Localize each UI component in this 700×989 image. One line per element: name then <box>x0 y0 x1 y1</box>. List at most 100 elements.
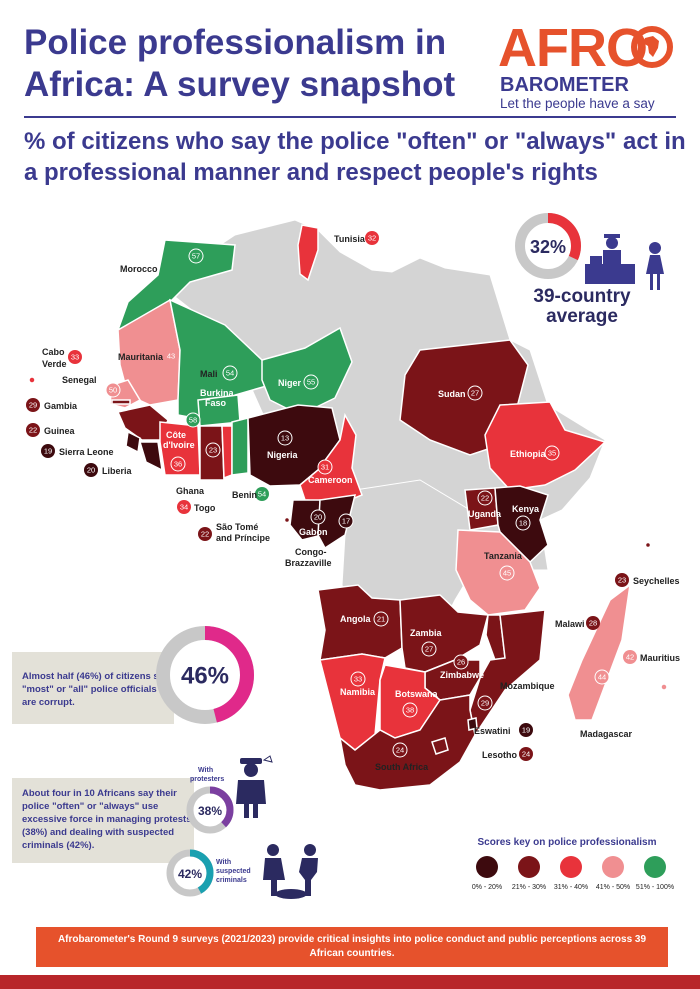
label-niger: Niger <box>278 378 302 388</box>
label-guinea: Guinea <box>44 426 76 436</box>
marker-eswatini: 19 <box>519 723 533 737</box>
svg-text:29: 29 <box>481 699 489 708</box>
marker-cabo-verde: 33 <box>68 350 82 364</box>
key-label-51-100: 51% - 100% <box>635 884 675 891</box>
country-labels: Tunisia Morocco Mauritania Mali Niger Ca… <box>42 234 680 772</box>
average-donut: 32% 39-country average <box>515 213 631 327</box>
footer-banner-text: Afrobarometer's Round 9 surveys (2021/20… <box>57 934 647 959</box>
marker-nigeria: 13 <box>277 430 293 446</box>
label-sierra-leone: Sierra Leone <box>59 447 114 457</box>
label-cabo: Cabo <box>42 347 65 357</box>
svg-text:20: 20 <box>314 513 322 522</box>
marker-seychelles: 23 <box>615 573 629 587</box>
country-liberia <box>138 441 163 472</box>
marker-benin: 54 <box>255 487 269 501</box>
label-kenya: Kenya <box>512 504 540 514</box>
marker-kenya: 18 <box>515 515 531 531</box>
corruption-value: 46% <box>181 663 229 690</box>
svg-text:22: 22 <box>29 426 37 435</box>
svg-text:50: 50 <box>109 386 117 395</box>
police-officer-icon <box>236 755 273 818</box>
label-congo: Congo- <box>295 547 327 557</box>
score-countries <box>28 224 668 790</box>
label-principe: and Príncipe <box>216 533 270 543</box>
country-mauritius <box>660 683 668 691</box>
svg-text:29: 29 <box>29 401 37 410</box>
label-mali: Mali <box>200 369 218 379</box>
marker-ghana: 23 <box>205 442 221 458</box>
label-madagascar: Madagascar <box>580 729 633 739</box>
label-mauritania: Mauritania <box>118 352 164 362</box>
key-swatch-51-100 <box>644 856 666 878</box>
africa-map: 32 57 43 54 55 33 50 29 22 19 20 36 58 2… <box>26 213 680 790</box>
svg-text:54: 54 <box>226 369 234 378</box>
label-uganda: Uganda <box>468 509 502 519</box>
header-divider <box>24 116 676 118</box>
marker-mauritius: 42 <box>623 650 637 664</box>
protesters-donut: 38% <box>186 786 234 834</box>
country-cabo-verde <box>28 376 36 384</box>
protesters-donut-arc <box>186 786 234 834</box>
country-seychelles <box>644 541 652 549</box>
svg-text:45: 45 <box>503 569 511 578</box>
country-ethiopia <box>484 401 607 491</box>
label-nigeria: Nigeria <box>267 450 299 460</box>
excessive-force-text: About four in 10 Africans say their poli… <box>22 788 192 851</box>
label-gambia: Gambia <box>44 401 78 411</box>
svg-text:43: 43 <box>167 352 175 361</box>
marker-congo: 17 <box>338 513 354 529</box>
label-liberia: Liberia <box>102 466 133 476</box>
label-brazzaville: Brazzaville <box>285 558 332 568</box>
country-sierra-leone <box>125 430 141 454</box>
marker-zimbabwe: 26 <box>453 654 469 670</box>
svg-text:17: 17 <box>342 517 350 526</box>
page-subtitle: % of citizens who say the police "often"… <box>24 128 686 186</box>
protesters-label: With protesters <box>190 767 225 783</box>
svg-text:31: 31 <box>321 463 329 472</box>
svg-text:34: 34 <box>180 503 188 512</box>
label-senegal: Senegal <box>62 375 97 385</box>
label-zambia: Zambia <box>410 628 443 638</box>
country-sao-tome <box>283 516 291 524</box>
svg-text:36: 36 <box>174 460 182 469</box>
average-label-line1: 39-country <box>533 286 631 307</box>
criminals-value: 42% <box>178 867 202 881</box>
label-ghana: Ghana <box>176 486 205 496</box>
key-swatch-0-20 <box>476 856 498 878</box>
label-faso: Faso <box>205 398 227 408</box>
label-gabon: Gabon <box>299 527 328 537</box>
average-value: 32% <box>530 237 566 257</box>
svg-text:24: 24 <box>522 750 530 759</box>
svg-text:19: 19 <box>522 726 530 735</box>
svg-text:24: 24 <box>396 746 404 755</box>
svg-text:38: 38 <box>406 706 414 715</box>
country-togo <box>221 425 233 480</box>
marker-guinea: 22 <box>26 423 40 437</box>
svg-text:32: 32 <box>368 234 376 243</box>
marker-sierra-leone: 19 <box>41 444 55 458</box>
label-mozambique: Mozambique <box>500 681 555 691</box>
criminals-donut-arc <box>166 849 214 897</box>
label-benin: Benin <box>232 490 257 500</box>
svg-text:55: 55 <box>307 378 315 387</box>
key-swatch-21-30 <box>518 856 540 878</box>
label-lesotho: Lesotho <box>482 750 518 760</box>
marker-namibia: 33 <box>350 671 366 687</box>
key-label-41-50: 41% - 50% <box>595 884 631 891</box>
marker-cameroon: 31 <box>317 459 333 475</box>
marker-tunisia: 32 <box>365 231 379 245</box>
marker-morocco: 57 <box>188 248 204 264</box>
marker-togo: 34 <box>177 500 191 514</box>
label-angola: Angola <box>340 614 371 624</box>
marker-sao-tome: 22 <box>198 527 212 541</box>
country-tanzania <box>455 529 541 616</box>
marker-zambia: 27 <box>421 641 437 657</box>
svg-text:27: 27 <box>425 645 433 654</box>
criminals-donut: 42% <box>166 849 214 897</box>
country-south-africa <box>338 694 476 790</box>
label-botswana: Botswana <box>395 689 439 699</box>
svg-text:21: 21 <box>377 615 385 624</box>
arrest-icon <box>263 844 318 899</box>
svg-text:35: 35 <box>548 449 556 458</box>
svg-text:33: 33 <box>354 675 362 684</box>
